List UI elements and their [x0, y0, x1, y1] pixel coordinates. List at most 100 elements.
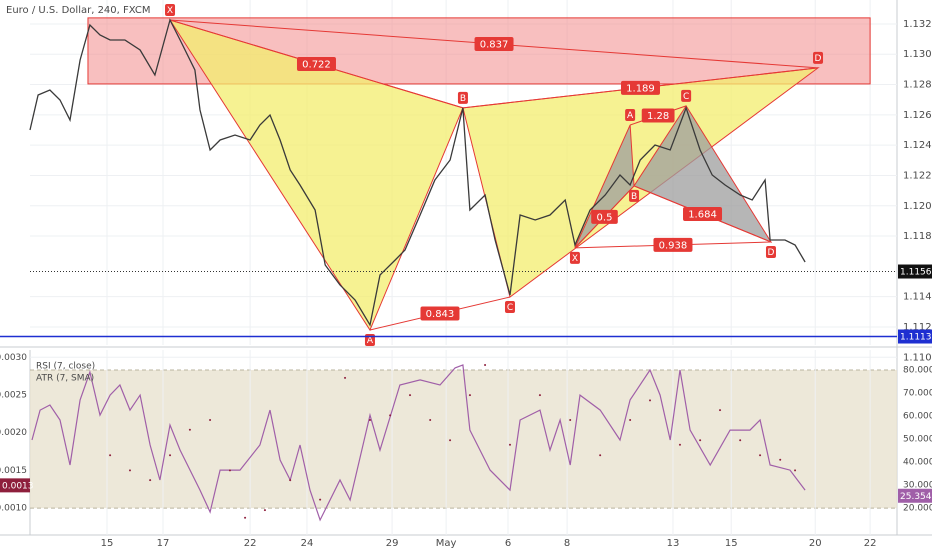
value-tag-label: 1.189 [626, 83, 655, 94]
pattern-point-label: C [507, 303, 513, 313]
atr-dot [508, 443, 511, 446]
x-tick-label: May [436, 538, 457, 549]
x-tick-label: 22 [244, 538, 257, 549]
value-tag-label: 0.938 [659, 240, 688, 251]
x-tick-label: 15 [725, 538, 738, 549]
atr-dot [389, 414, 392, 417]
y-tick-label: 1.12200 [903, 170, 932, 181]
last-value-label: 25.3546 [900, 492, 932, 502]
x-tick-label: 29 [386, 538, 399, 549]
y-tick-label: 1.11800 [903, 231, 932, 242]
pattern-point-label: B [631, 192, 637, 202]
pattern-point-box [629, 189, 640, 202]
atr-dot [779, 458, 782, 461]
pattern-point-box [569, 251, 580, 264]
pattern-point-box [813, 51, 824, 64]
x-tick-label: 20 [809, 538, 822, 549]
value-tag [620, 80, 660, 95]
value-tag [653, 237, 693, 252]
y2-tick-label: 0.0020 [0, 428, 27, 438]
value-tag-label: 0.837 [480, 39, 509, 50]
y-tick-label: 1.12600 [903, 110, 932, 121]
x-tick-label: 17 [157, 538, 170, 549]
pattern-point-label: D [768, 248, 775, 258]
atr-dot [599, 454, 602, 457]
chart-title: Euro / U.S. Dollar, 240, FXCM [6, 5, 151, 16]
y-tick-label: 1.13000 [903, 49, 932, 60]
y-tick-label: 1.12800 [903, 80, 932, 91]
y-tick-label: 1.11400 [903, 292, 932, 303]
atr-dot [678, 443, 681, 446]
x-tick-label: 24 [301, 538, 314, 549]
value-tag-label: 0.722 [302, 59, 331, 70]
atr-dot [109, 454, 112, 457]
atr-dot [699, 439, 702, 442]
pattern-point-box [457, 91, 468, 104]
y-tick-label: 60.0000 [903, 412, 932, 422]
atr-dot [209, 418, 212, 421]
value-tag [420, 306, 460, 321]
pattern-point-box [504, 300, 515, 313]
pattern-point-label: D [815, 54, 822, 64]
atr-dot [538, 394, 541, 397]
y2-tick-label: 0.0010 [0, 503, 27, 513]
value-tag-label: 0.5 [597, 212, 613, 223]
atr-dot [169, 454, 172, 457]
value-tag-label: 1.28 [647, 111, 669, 122]
x-tick-label: 13 [667, 538, 680, 549]
pattern-point-label: X [572, 254, 578, 264]
pattern-point-label: A [627, 111, 634, 121]
pattern-point-label: C [683, 92, 689, 102]
value-tag [474, 36, 514, 51]
atr-dot [794, 469, 797, 472]
legend-entry: ATR (7, SMA) [36, 374, 94, 384]
atr-dot [449, 439, 452, 442]
atr-dot [629, 418, 632, 421]
y-tick-label: 20.0000 [903, 504, 932, 514]
price-line [29, 18, 806, 327]
value-tag [683, 206, 723, 221]
pattern-point-box [625, 109, 636, 121]
atr-dot [759, 454, 762, 457]
atr-dot [429, 418, 432, 421]
y2-tick-label: 0.0030 [0, 353, 27, 363]
atr-dot [468, 394, 471, 397]
last-value-label: 0.0013 [2, 481, 34, 491]
y-tick-label: 1.13200 [903, 19, 932, 30]
value-tag-label: 0.843 [426, 309, 455, 320]
atr-dot [719, 409, 722, 412]
y-tick-label: 1.11000 [903, 352, 932, 363]
last-price-box [898, 264, 932, 279]
pattern-point-label: X [167, 6, 173, 16]
level-box [898, 329, 932, 344]
pattern-point-box [765, 245, 776, 258]
y2-tick-label: 0.0025 [0, 391, 27, 401]
y-tick-label: 80.0000 [903, 366, 932, 376]
y-tick-label: 40.0000 [903, 458, 932, 468]
atr-dot [368, 418, 371, 421]
pattern-point-box [681, 89, 692, 102]
atr-dot [149, 479, 152, 482]
y-tick-label: 1.12000 [903, 201, 932, 212]
pattern-point-box [165, 4, 176, 16]
y-tick-label: 70.0000 [903, 389, 932, 399]
last-price-label: 1.11566 [900, 268, 932, 278]
pattern-point-label: B [460, 94, 466, 104]
atr-dot [569, 418, 572, 421]
y-tick-label: 50.0000 [903, 435, 932, 445]
atr-dot [263, 509, 266, 512]
atr-dot [344, 376, 347, 379]
x-tick-label: 8 [564, 538, 570, 549]
x-tick-label: 22 [864, 538, 877, 549]
rsi-band [30, 370, 897, 509]
level-label: 1.11137 [900, 333, 932, 343]
atr-dot [128, 469, 131, 472]
y-tick-label: 30.0000 [903, 481, 932, 491]
atr-dot [739, 439, 742, 442]
last-value-box [898, 488, 932, 503]
atr-dot [649, 399, 652, 402]
last-value-box [0, 478, 30, 493]
x-tick-label: 15 [101, 538, 114, 549]
y2-tick-label: 0.0015 [0, 466, 27, 476]
